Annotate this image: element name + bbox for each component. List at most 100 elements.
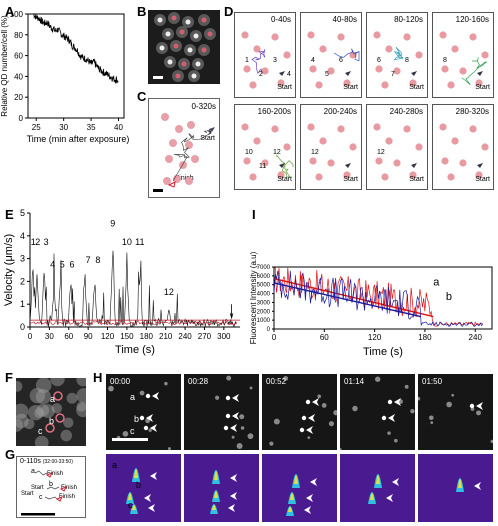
qd-spot: [469, 403, 475, 409]
finish-arrow: [55, 496, 64, 502]
cell-marker: [169, 139, 177, 147]
qd-spot: [143, 425, 149, 431]
timelapse-frame-art: [340, 376, 415, 450]
trajectory-frame-number: 12: [311, 149, 319, 156]
timelapse-frame: 00:52: [262, 374, 337, 450]
cell-marker: [241, 123, 249, 131]
start-arrow: [411, 71, 417, 76]
spot-label-b: b: [49, 416, 55, 426]
chart-i-ytick-label: 6000: [257, 274, 271, 280]
chart-e-peak-label: 8: [95, 255, 100, 265]
scale-bar: [153, 189, 163, 192]
chart-e-xtick-label: 30: [45, 332, 54, 341]
chart-a-ytick-label: 20: [14, 93, 23, 102]
finish-arrow: [45, 472, 54, 478]
finish-arrow: [167, 181, 176, 188]
surface-plot-art: [286, 474, 317, 516]
chart-i-series-b-fit: [273, 282, 421, 318]
trajectory-c-time: 0-320s: [191, 102, 216, 111]
arrowhead-icon: [310, 478, 317, 486]
chart-e-peak-label: 9: [110, 219, 115, 229]
qd-spot: [139, 415, 145, 421]
cell-marker: [349, 143, 357, 151]
cell-marker: [441, 65, 449, 73]
cell-marker: [381, 173, 389, 181]
cell-blob: [50, 378, 65, 387]
trajectory-c: 0-320s Start Finish: [148, 98, 220, 198]
trajectory-g-finish-b: Finish: [61, 485, 78, 491]
background-spot: [333, 410, 337, 416]
arrowhead-icon: [146, 414, 153, 422]
chart-i-series-b-line: [273, 270, 484, 327]
spot-circle: [45, 423, 55, 433]
background-spot: [428, 415, 434, 421]
arrowhead-icon: [144, 494, 151, 502]
cell-marker: [261, 67, 269, 75]
cell-marker: [393, 159, 401, 167]
qd-spot: [175, 73, 181, 79]
chart-e-xlabel: Time (s): [115, 344, 155, 356]
cell-blob: [76, 388, 86, 404]
cell-marker: [481, 143, 489, 151]
qd-spot: [299, 427, 305, 433]
timelapse-frame-art: [269, 375, 337, 446]
cell-marker: [315, 173, 323, 181]
chart-e-baseline-line: [30, 320, 238, 326]
chart-e-velocity-line: [29, 250, 237, 328]
arrowhead-icon: [474, 482, 481, 490]
trajectory-frame-start: Start: [409, 176, 424, 183]
cell-blob: [34, 435, 49, 446]
chart-e-end-arrow: [229, 304, 234, 320]
qd-spot: [305, 399, 311, 405]
trajectory-g-finish-a: Finish: [47, 471, 64, 477]
chart-i-ytick-label: 0: [267, 327, 271, 333]
arrowhead-icon: [152, 392, 159, 400]
cell-marker: [375, 65, 383, 73]
cell-marker: [415, 143, 423, 151]
cell-marker: [307, 31, 315, 39]
start-arrow: [345, 163, 351, 168]
timelapse-frame: 01:50: [418, 374, 493, 450]
cell-marker: [187, 121, 195, 129]
chart-a-frame: [27, 13, 125, 119]
background-spot: [164, 381, 168, 386]
cell-blob: [76, 378, 86, 387]
cell-marker: [475, 171, 483, 179]
arrowhead-icon: [476, 402, 483, 410]
trajectory-g-spot-a: a: [31, 468, 35, 475]
chart-e-peak-label: 2: [35, 237, 40, 247]
arrowhead-icon: [150, 472, 157, 480]
chart-a: 0 20 40 60 80 100 25 30 35 40 Time (min after expo…: [0, 10, 129, 144]
cell-marker: [315, 81, 323, 89]
chart-i-ytick-label: 2000: [257, 309, 271, 315]
chart-e-peak-label: 3: [44, 237, 49, 247]
trajectory-frame-time: 160-200s: [257, 107, 291, 116]
scale-bar: [21, 513, 55, 516]
background-spot: [236, 443, 243, 450]
chart-a-ytick-label: 80: [14, 31, 23, 40]
trajectory-segment: [461, 57, 488, 86]
chart-e-xtick-label: 60: [64, 332, 73, 341]
background-spot: [430, 421, 434, 425]
background-spot: [226, 375, 232, 381]
background-spot: [418, 396, 421, 401]
intensity-peak-core: [214, 491, 218, 498]
cell-marker: [179, 161, 187, 169]
cell-marker: [249, 173, 257, 181]
qd-spot: [171, 15, 177, 21]
background-spot: [148, 428, 152, 432]
chart-i-ytick-label: 1000: [257, 318, 271, 324]
trajectory-frame-start: Start: [343, 176, 358, 183]
arrowhead-icon: [394, 398, 401, 406]
trajectory-g-clock: (32:00-33:50): [42, 459, 73, 465]
cell-marker: [241, 31, 249, 39]
qd-spot: [193, 33, 199, 39]
qd-spot: [159, 45, 165, 51]
cell-marker: [469, 125, 477, 133]
cell-marker: [343, 79, 351, 87]
trajectory-frame-start: Start: [343, 84, 358, 91]
chart-e-peak-label: 4: [50, 260, 55, 270]
background-spot: [317, 394, 322, 399]
chart-i-ytick-label: 3000: [257, 300, 271, 306]
